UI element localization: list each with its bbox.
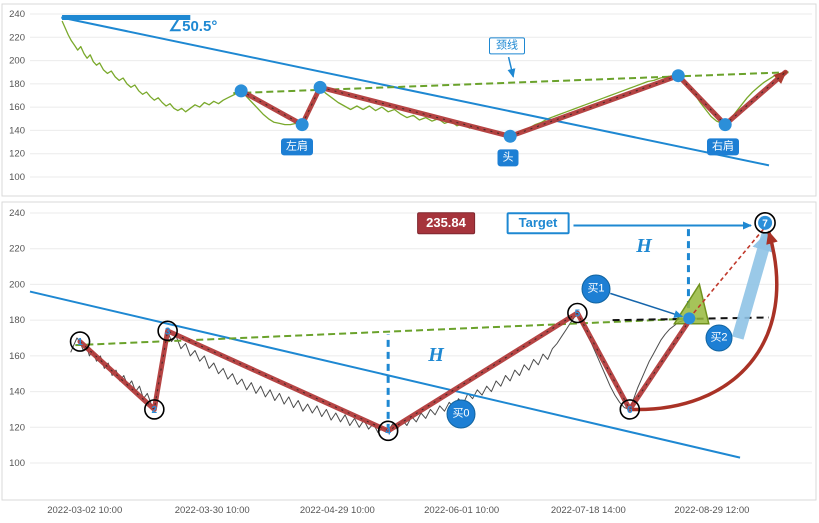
panel-border	[1, 3, 817, 197]
pivot-number: 2	[152, 405, 158, 416]
neckline	[75, 317, 697, 347]
y-tick-label: 220	[9, 32, 25, 43]
target-ring	[754, 212, 776, 234]
pivot-number: 4	[385, 426, 391, 437]
y-tick-label: 160	[9, 351, 25, 362]
y-tick-label: 200	[9, 279, 25, 290]
pivot-dot	[295, 118, 309, 132]
pivot-ring	[619, 399, 641, 420]
y-tick-label: 180	[9, 315, 25, 326]
top-panel[interactable]: 240 220 200 180 160 140 120 100	[1, 3, 817, 197]
y-tick-label: 200	[9, 56, 25, 67]
x-tick-label: 2022-07-18 14:00	[551, 505, 626, 516]
pivot-dot	[313, 80, 327, 94]
y-tick-label: 240	[9, 208, 25, 219]
pivot-dot	[234, 84, 248, 98]
pivot-number: 1	[77, 337, 83, 348]
target-dot	[758, 215, 773, 230]
pivot-ring	[377, 420, 399, 442]
pivot-dot	[503, 129, 517, 143]
zigzag-pattern	[77, 310, 694, 434]
pivot-ring	[144, 399, 165, 420]
buy1-arrow	[610, 292, 684, 318]
trendline	[29, 290, 741, 459]
x-tick-label: 2022-04-29 10:00	[300, 505, 375, 516]
pivot-number: 3	[165, 326, 171, 337]
retest-dot	[683, 312, 696, 325]
y-tick-label: 100	[9, 458, 25, 469]
target-number: 7	[762, 218, 768, 229]
y-tick-label: 140	[9, 387, 25, 398]
y-tick-label: 100	[9, 172, 25, 183]
y-tick-label: 120	[9, 149, 25, 160]
trendline	[61, 16, 770, 167]
panel-border	[1, 201, 817, 501]
projection-arrow	[731, 230, 774, 340]
pivot-number: 5	[575, 309, 581, 320]
pivot-ring	[157, 320, 178, 342]
y-tick-label: 180	[9, 79, 25, 90]
y-tick-label: 160	[9, 102, 25, 113]
x-tick-label: 2022-03-30 10:00	[175, 505, 250, 516]
bottom-panel[interactable]: 240 220 200 180 160 140 120 100 2022-03-02 10:00…	[1, 201, 817, 516]
x-tick-label: 2022-06-01 10:00	[424, 505, 499, 516]
pivot-number: 6	[627, 405, 633, 416]
pivot-dot	[671, 69, 685, 83]
projection-dash	[688, 228, 765, 319]
x-tick-label: 2022-03-02 10:00	[47, 505, 122, 516]
x-tick-label: 2022-08-29 12:00	[674, 505, 749, 516]
curved-projection-arrow	[629, 230, 779, 412]
pivot-ring	[69, 331, 91, 352]
y-tick-label: 140	[9, 125, 25, 136]
neck-arrow	[507, 56, 516, 78]
y-tick-label: 240	[9, 9, 25, 20]
pivot-dot	[718, 118, 732, 132]
pivot-ring	[567, 302, 588, 324]
price-series	[61, 20, 786, 137]
y-tick-label: 120	[9, 422, 25, 433]
y-tick-label: 220	[9, 244, 25, 255]
